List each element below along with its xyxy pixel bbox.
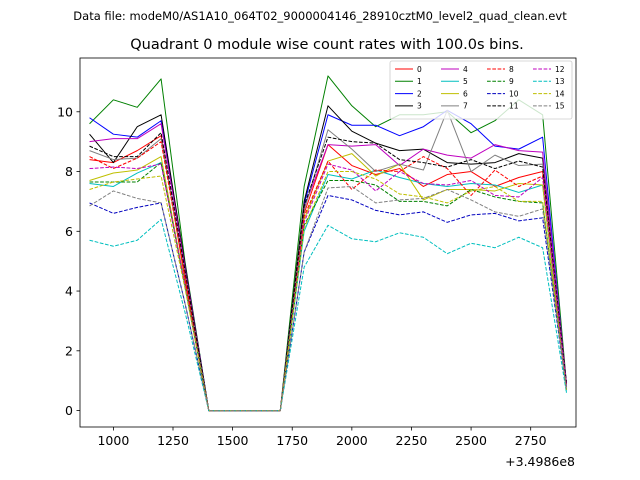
legend-label-1: 1 [417, 77, 422, 86]
axes-frame [79, 57, 577, 428]
series-line-8 [89, 141, 567, 412]
series-line-14 [89, 171, 567, 412]
legend-label-13: 13 [555, 77, 565, 86]
x-tick-label: 2000 [336, 433, 368, 448]
x-tick-label: 2750 [515, 433, 547, 448]
series-line-12 [89, 163, 567, 412]
y-tick-label: 10 [57, 104, 73, 119]
x-tick-label: 1500 [217, 433, 249, 448]
y-tick-label: 6 [65, 224, 73, 239]
legend-label-10: 10 [509, 89, 519, 98]
series-line-1 [89, 75, 567, 412]
legend-label-4: 4 [463, 65, 468, 74]
series-line-7 [89, 109, 567, 412]
x-tick-label: 2500 [455, 433, 487, 448]
x-offset-label: +3.4986e8 [505, 454, 575, 469]
x-tick-label: 2250 [396, 433, 428, 448]
series-line-11 [89, 132, 567, 412]
legend-label-14: 14 [555, 89, 565, 98]
series-line-13 [89, 218, 567, 412]
legend-label-2: 2 [417, 89, 422, 98]
series-line-4 [89, 123, 567, 412]
y-tick-label: 8 [65, 164, 73, 179]
legend-label-5: 5 [463, 77, 468, 86]
legend-label-12: 12 [555, 65, 565, 74]
y-tick-label: 2 [65, 343, 73, 358]
series-group [89, 75, 567, 412]
y-tick-label: 4 [65, 284, 73, 299]
legend-label-3: 3 [417, 102, 422, 111]
figure-suptitle: Data file: modeM0/AS1A10_064T02_90000041… [73, 9, 567, 23]
y-tick-label: 0 [65, 403, 73, 418]
x-tick-label: 1000 [97, 433, 129, 448]
legend-label-7: 7 [463, 102, 468, 111]
legend-label-11: 11 [509, 102, 519, 111]
x-tick-label: 1250 [157, 433, 189, 448]
series-line-15 [89, 185, 567, 412]
series-line-3 [89, 105, 567, 412]
legend-label-8: 8 [509, 65, 514, 74]
plot-area: 1000 1250 1500 1750 2000 2250 2500 2750 0 2 4 6 8 10 0… [57, 57, 577, 448]
chart-title: Quadrant 0 module wise count rates with … [130, 37, 524, 53]
legend-label-6: 6 [463, 89, 468, 98]
legend-label-15: 15 [555, 102, 565, 111]
x-tick-label: 1750 [276, 433, 308, 448]
legend-label-9: 9 [509, 77, 514, 86]
legend-box [389, 60, 573, 120]
legend-label-0: 0 [417, 65, 422, 74]
